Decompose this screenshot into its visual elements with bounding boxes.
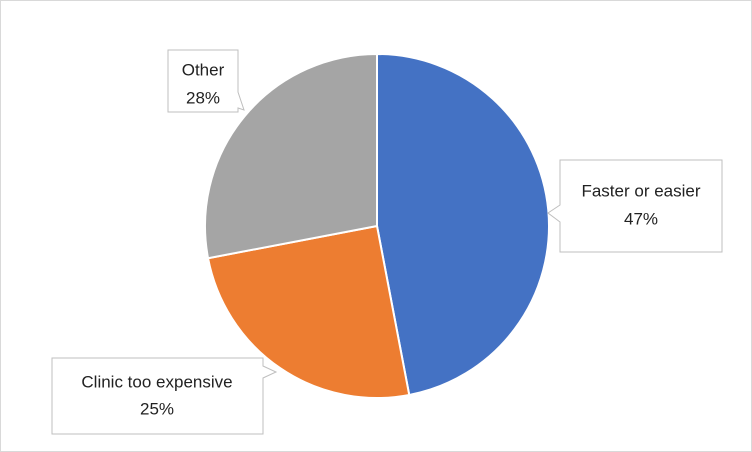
- value-label: 28%: [186, 88, 220, 107]
- pie-slice: [376, 52, 550, 397]
- value-label: 25%: [140, 399, 174, 418]
- category-label: Other: [182, 60, 225, 79]
- callout-box: [51, 357, 278, 435]
- pie-slice: [204, 52, 378, 260]
- callout-box: [547, 159, 723, 253]
- category-label: Clinic too expensive: [81, 372, 232, 391]
- callout-box: [167, 49, 245, 113]
- category-label: Faster or easier: [581, 181, 700, 200]
- value-label: 47%: [624, 209, 658, 228]
- pie-slice: [206, 224, 411, 399]
